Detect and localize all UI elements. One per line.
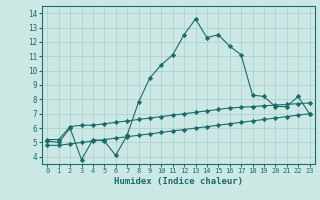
X-axis label: Humidex (Indice chaleur): Humidex (Indice chaleur) (114, 177, 243, 186)
